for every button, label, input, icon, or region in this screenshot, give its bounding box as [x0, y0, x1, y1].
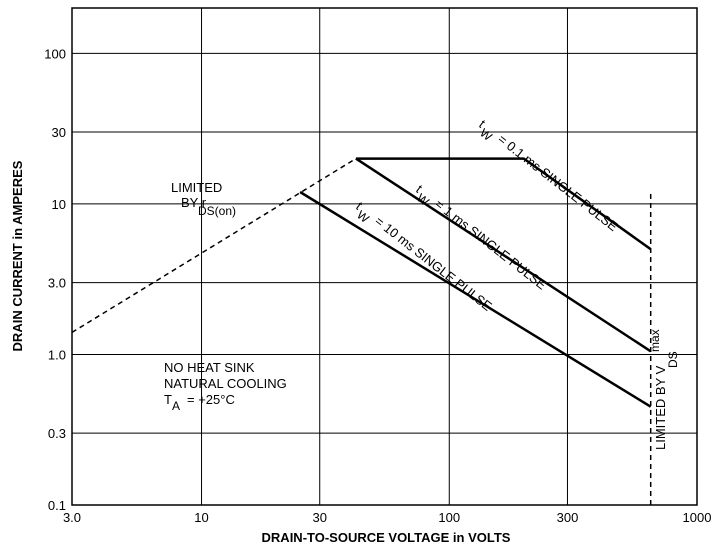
annotation-vds-limit: LIMITED BY V DS max — [648, 329, 680, 450]
x-tick-label: 100 — [438, 510, 460, 525]
y-tick-label: 30 — [52, 125, 66, 140]
x-axis-label: DRAIN-TO-SOURCE VOLTAGE in VOLTS — [262, 530, 511, 545]
y-tick-label: 0.1 — [48, 498, 66, 513]
annotation-pulse-0-1ms-text: = 0.1 ms SINGLE PULSE — [495, 131, 621, 234]
conditions-line2: NATURAL COOLING — [164, 376, 287, 391]
series-line-1 — [71, 157, 357, 334]
series-line-4 — [299, 190, 652, 408]
annotation-limited-line1: LIMITED — [171, 180, 222, 195]
annotation-vds-limit-text: LIMITED BY V — [653, 365, 668, 450]
data-series — [71, 157, 652, 505]
conditions-ta-value: = +25°C — [187, 392, 235, 407]
conditions-line1: NO HEAT SINK — [164, 360, 255, 375]
conditions-ta-sub: A — [172, 399, 180, 413]
y-tick-label: 1.0 — [48, 347, 66, 362]
y-tick-label: 0.3 — [48, 426, 66, 441]
annotation-pulse-0-1ms: t W = 0.1 ms SINGLE PULSE — [476, 117, 621, 235]
annotation-conditions: NO HEAT SINK NATURAL COOLING T A = +25°C — [164, 360, 287, 413]
plot-frame — [71, 7, 698, 506]
series-line-3 — [355, 157, 652, 353]
x-tick-label: 1000 — [683, 510, 712, 525]
annotation-vds-limit-sub: DS — [666, 351, 680, 368]
conditions-ta: T — [164, 392, 172, 407]
y-tick-label: 3.0 — [48, 276, 66, 291]
y-tick-label: 100 — [44, 46, 66, 61]
series-line-2 — [355, 157, 652, 251]
y-tick-labels: 0.1 0.3 1.0 3.0 10 30 100 — [44, 46, 66, 513]
annotation-pulse-1ms: t W = 1 ms SINGLE PULSE — [413, 182, 549, 293]
annotation-limited-rds: LIMITED BY r DS(on) — [171, 180, 236, 218]
y-tick-label: 10 — [52, 197, 66, 212]
x-tick-label: 30 — [312, 510, 326, 525]
x-tick-label: 3.0 — [63, 510, 81, 525]
annotation-vds-limit-sup: max — [648, 329, 662, 352]
x-tick-labels: 3.0 10 30 100 300 1000 — [63, 510, 712, 525]
x-tick-label: 300 — [557, 510, 579, 525]
grid-lines — [72, 8, 697, 505]
annotation-pulse-10ms: t W = 10 ms SINGLE PULSE — [353, 199, 495, 315]
annotation-limited-sub: DS(on) — [198, 204, 236, 218]
annotation-limited-line2: BY r — [181, 195, 207, 210]
x-tick-label: 10 — [194, 510, 208, 525]
y-axis-label: DRAIN CURRENT in AMPERES — [10, 160, 25, 351]
